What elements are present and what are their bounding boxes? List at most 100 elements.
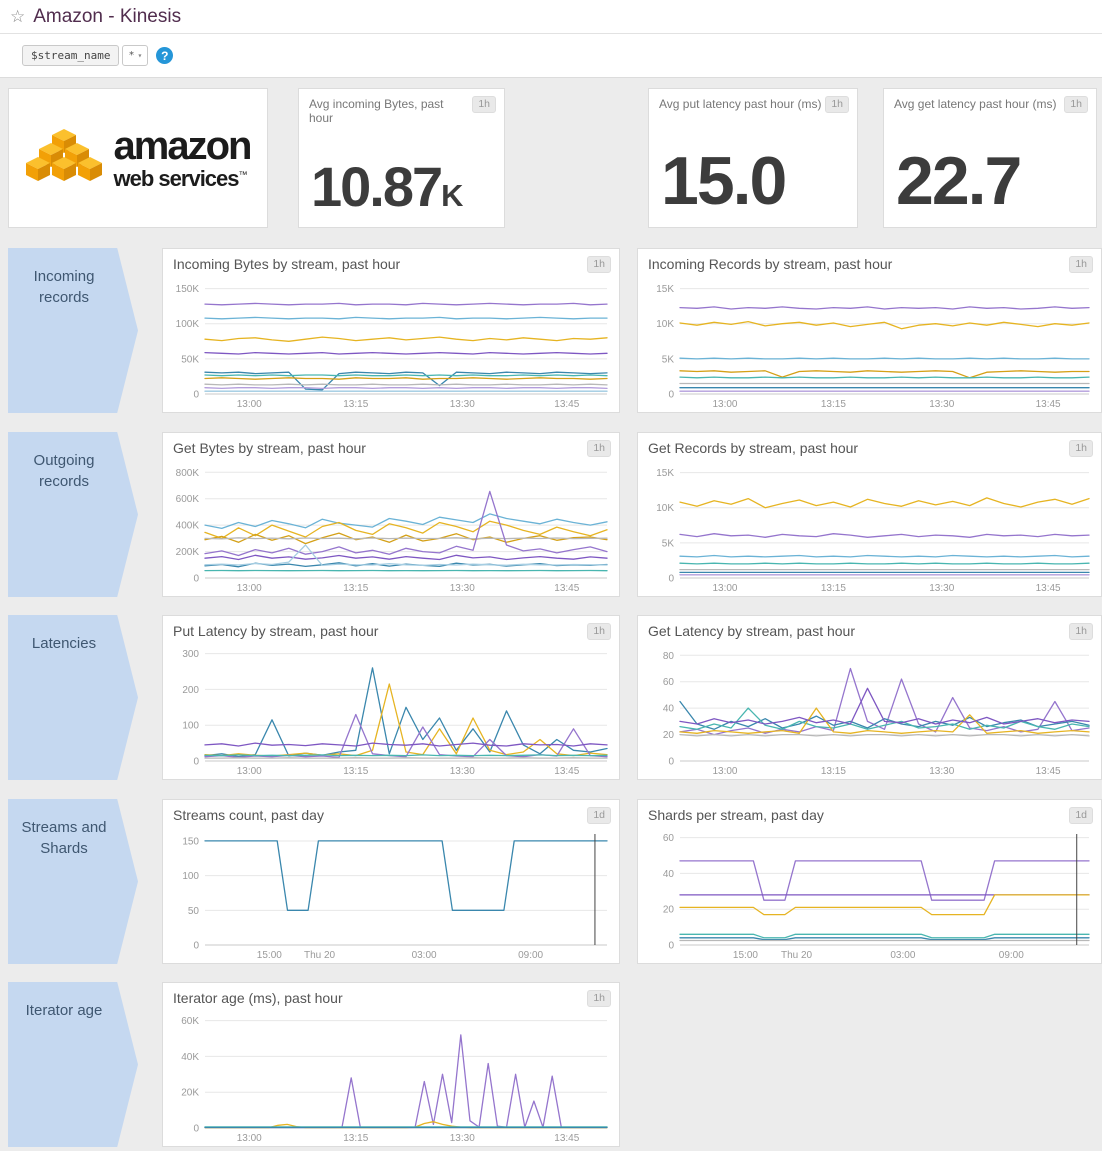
svg-text:13:45: 13:45 [554, 766, 579, 777]
chart-header: Get Bytes by stream, past hour 1h [163, 433, 619, 461]
svg-text:5K: 5K [662, 354, 675, 365]
row-label-streams-and-shards: Streams and Shards [8, 799, 138, 964]
star-icon[interactable]: ☆ [10, 6, 26, 26]
svg-text:13:00: 13:00 [712, 583, 737, 594]
chart-header: Shards per stream, past day 1d [638, 800, 1101, 828]
svg-text:03:00: 03:00 [890, 950, 915, 961]
unit-suffix: K [441, 178, 463, 213]
svg-text:10K: 10K [656, 503, 674, 514]
timeframe-badge: 1h [825, 96, 849, 113]
chart-plot[interactable]: 0 200K 400K 600K 800K 13:00 13:15 13:30 13:45 [165, 461, 617, 594]
svg-text:13:00: 13:00 [237, 583, 262, 594]
svg-text:03:00: 03:00 [412, 950, 437, 961]
template-variable-bar: $stream_name * ▾ ? [0, 34, 1102, 78]
svg-text:13:15: 13:15 [343, 583, 368, 594]
svg-text:150K: 150K [176, 284, 200, 295]
chart-shards-per-stream: Shards per stream, past day 1d 0 20 40 60 15… [637, 799, 1102, 964]
svg-text:20: 20 [663, 905, 675, 916]
chart-incoming-bytes: Incoming Bytes by stream, past hour 1h 0… [162, 248, 620, 413]
svg-text:13:15: 13:15 [821, 399, 846, 410]
chart-plot[interactable]: 0 5K 10K 15K 13:00 13:15 13:30 13:45 [640, 277, 1099, 410]
svg-text:200K: 200K [176, 547, 200, 558]
svg-text:09:00: 09:00 [999, 950, 1024, 961]
svg-text:800K: 800K [176, 468, 200, 479]
svg-text:13:45: 13:45 [1036, 399, 1061, 410]
svg-text:0: 0 [193, 757, 199, 768]
svg-text:15K: 15K [656, 468, 674, 479]
svg-text:13:30: 13:30 [450, 1133, 475, 1144]
svg-text:13:15: 13:15 [821, 766, 846, 777]
widget-avg-incoming-bytes: Avg incoming Bytes, past hour 1h 10.87K [298, 88, 505, 228]
chart-plot[interactable]: 0 20 40 60 80 13:00 13:15 13:30 13:45 [640, 644, 1099, 777]
chart-put-latency: Put Latency by stream, past hour 1h 0 100… [162, 615, 620, 780]
trademark-symbol: ™ [238, 169, 248, 180]
svg-text:13:00: 13:00 [712, 766, 737, 777]
chart-title: Put Latency by stream, past hour [173, 623, 379, 639]
svg-text:09:00: 09:00 [518, 950, 543, 961]
chart-plot[interactable]: 0 20 40 60 15:00 Thu 20 03:00 09:00 [640, 828, 1099, 961]
big-number: 15.0 [661, 143, 787, 219]
widget-title: Avg incoming Bytes, past hour [309, 97, 444, 125]
svg-text:40K: 40K [181, 1052, 199, 1063]
timeframe-badge: 1h [587, 256, 611, 273]
chart-plot[interactable]: 0 50K 100K 150K 13:00 13:15 13:30 13:45 [165, 277, 617, 410]
svg-text:0: 0 [668, 757, 674, 768]
svg-text:50: 50 [188, 906, 200, 917]
chart-title: Shards per stream, past day [648, 807, 824, 823]
svg-text:0: 0 [193, 941, 199, 952]
svg-text:100K: 100K [176, 319, 200, 330]
chart-title: Incoming Records by stream, past hour [648, 256, 893, 272]
widget-title: Avg get latency past hour (ms) [894, 97, 1057, 111]
chart-title: Get Latency by stream, past hour [648, 623, 855, 639]
variable-name: $stream_name [22, 45, 120, 66]
svg-text:13:30: 13:30 [929, 583, 954, 594]
widget-avg-get-latency: Avg get latency past hour (ms) 1h 22.7 [883, 88, 1097, 228]
svg-text:13:00: 13:00 [712, 399, 737, 410]
row-label-iterator-age: Iterator age [8, 982, 138, 1147]
chart-iterator-age: Iterator age (ms), past hour 1h 0 20K 40K 6… [162, 982, 620, 1147]
variable-value-dropdown[interactable]: * ▾ [122, 45, 149, 66]
help-icon[interactable]: ? [156, 47, 174, 64]
stream-name-variable[interactable]: $stream_name * ▾ [22, 45, 149, 66]
svg-text:5K: 5K [662, 538, 675, 549]
svg-text:13:45: 13:45 [1036, 766, 1061, 777]
svg-text:13:30: 13:30 [929, 766, 954, 777]
chart-plot[interactable]: 0 5K 10K 15K 13:00 13:15 13:30 13:45 [640, 461, 1099, 594]
caret-down-icon: ▾ [137, 51, 143, 60]
chart-header: Get Records by stream, past hour 1h [638, 433, 1101, 461]
svg-text:0: 0 [668, 390, 674, 401]
chart-header: Incoming Bytes by stream, past hour 1h [163, 249, 619, 277]
svg-text:13:45: 13:45 [554, 1133, 579, 1144]
chart-title: Incoming Bytes by stream, past hour [173, 256, 401, 272]
svg-text:13:00: 13:00 [237, 1133, 262, 1144]
chart-streams-count: Streams count, past day 1d 0 50 100 150 15:0… [162, 799, 620, 964]
row-label-latencies: Latencies [8, 615, 138, 780]
aws-logo-amazon: amazon [113, 124, 253, 168]
chart-header: Get Latency by stream, past hour 1h [638, 616, 1101, 644]
svg-text:150: 150 [182, 836, 199, 847]
svg-text:60: 60 [663, 833, 675, 844]
svg-text:0: 0 [668, 941, 674, 952]
chart-plot[interactable]: 0 50 100 150 15:00 Thu 20 03:00 09:00 [165, 828, 617, 961]
chart-title: Streams count, past day [173, 807, 324, 823]
chart-header: Streams count, past day 1d [163, 800, 619, 828]
svg-text:600K: 600K [176, 494, 200, 505]
svg-text:13:45: 13:45 [554, 583, 579, 594]
svg-text:13:00: 13:00 [237, 399, 262, 410]
row-label-incoming-records: Incoming records [8, 248, 138, 413]
timeframe-badge: 1h [1069, 440, 1093, 457]
chart-header: Put Latency by stream, past hour 1h [163, 616, 619, 644]
svg-text:0: 0 [668, 574, 674, 585]
timeframe-badge: 1h [587, 440, 611, 457]
svg-text:400K: 400K [176, 521, 200, 532]
chart-title: Get Bytes by stream, past hour [173, 440, 366, 456]
variable-value: * [128, 50, 135, 61]
svg-text:13:45: 13:45 [1036, 583, 1061, 594]
widget-title: Avg put latency past hour (ms) [659, 97, 822, 111]
timeframe-badge: 1d [587, 807, 611, 824]
timeframe-badge: 1h [587, 623, 611, 640]
page-title: Amazon - Kinesis [33, 5, 182, 27]
chart-plot[interactable]: 0 20K 40K 60K 13:00 13:15 13:30 13:45 [165, 1011, 617, 1144]
chart-plot[interactable]: 0 100 200 300 13:00 13:15 13:30 13:45 [165, 644, 617, 777]
svg-text:15:00: 15:00 [257, 950, 282, 961]
